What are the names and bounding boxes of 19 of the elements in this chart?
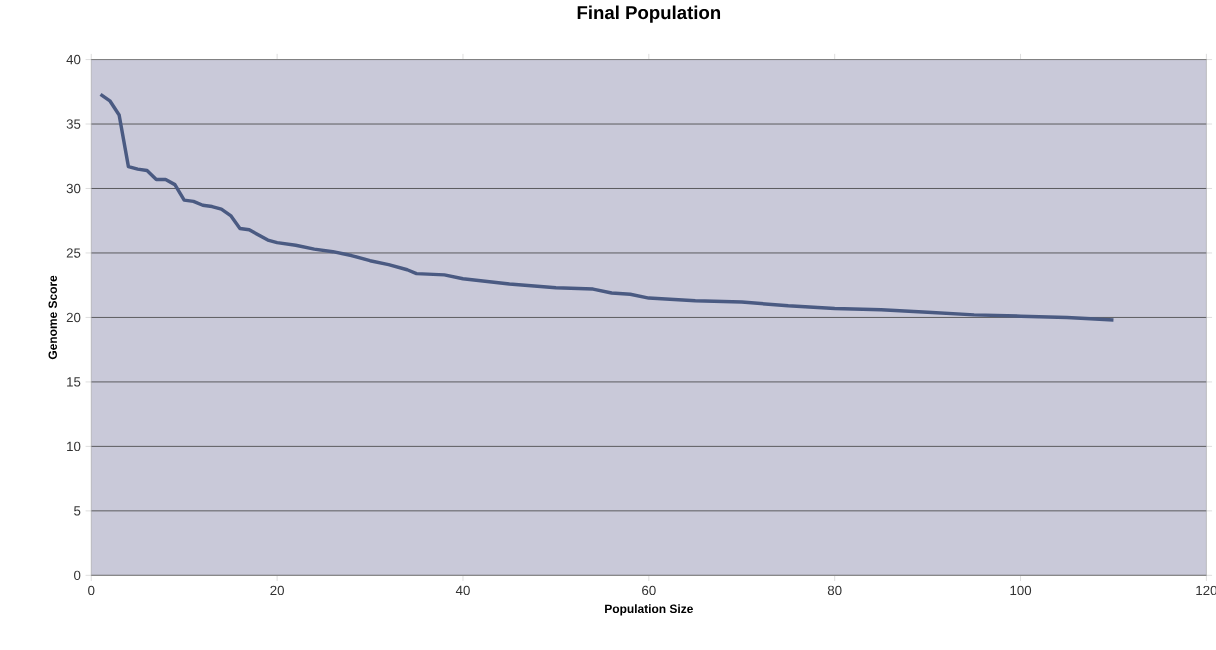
chart-title: Final Population <box>577 5 721 23</box>
x-tick-label: 80 <box>827 585 842 595</box>
y-tick-label: 25 <box>66 248 81 258</box>
y-tick-label: 0 <box>74 570 81 580</box>
y-tick-label: 20 <box>66 312 81 323</box>
x-tick-label: 0 <box>88 585 95 595</box>
x-tick-label: 40 <box>455 585 470 595</box>
x-axis-title: Population Size <box>605 604 693 616</box>
x-tick-label: 20 <box>270 585 284 595</box>
x-tick-label: 120 <box>1196 585 1216 595</box>
y-tick-label: 30 <box>66 183 81 194</box>
y-tick-label: 35 <box>66 119 81 129</box>
y-tick-label: 40 <box>66 54 81 65</box>
x-tick-label: 100 <box>1010 585 1032 595</box>
x-tick-label: 60 <box>642 585 656 595</box>
y-tick-label: 10 <box>67 441 81 451</box>
y-axis-title: Genome Score <box>48 275 57 360</box>
y-tick-label: 5 <box>74 506 81 516</box>
y-tick-label: 15 <box>67 377 81 387</box>
